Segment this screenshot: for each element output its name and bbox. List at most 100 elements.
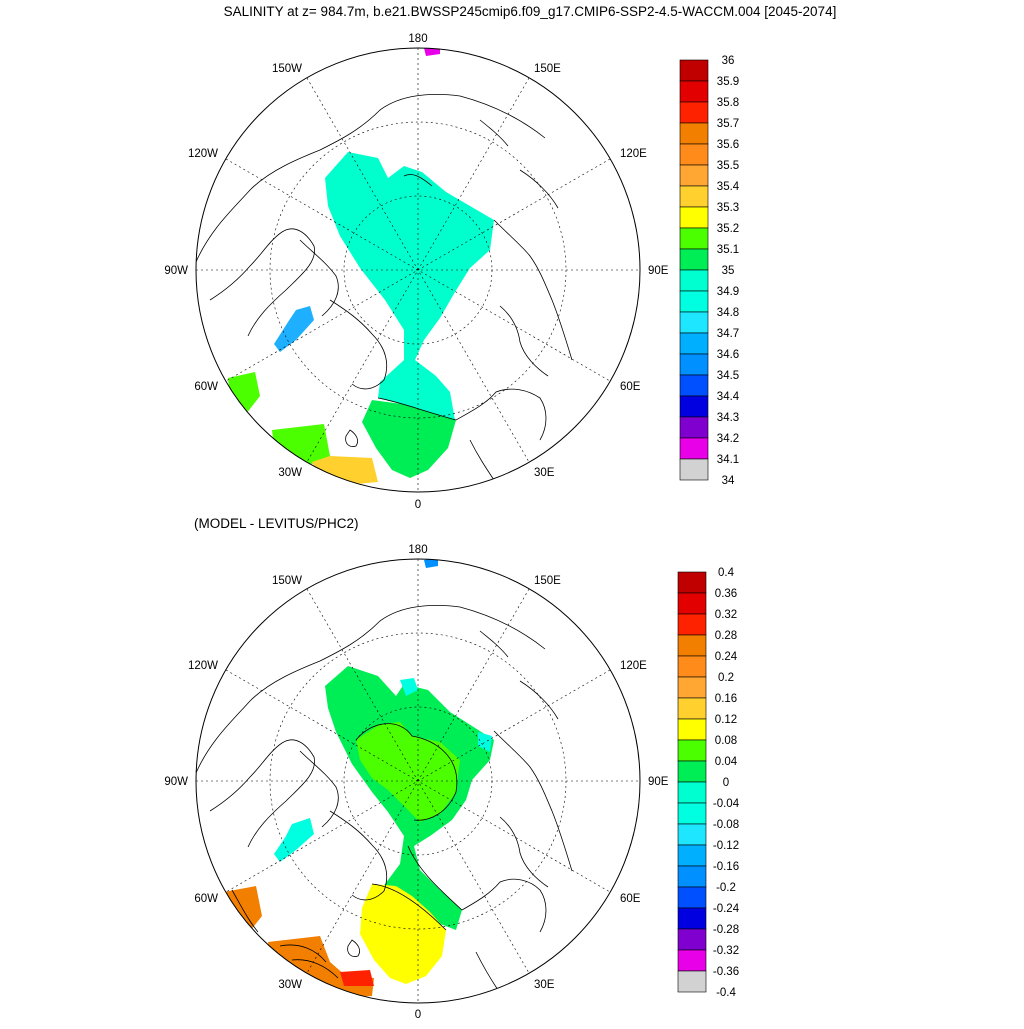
colorbar-difference-tick-label: 0.36	[715, 588, 737, 600]
colorbar-difference-tick-label: 0.32	[715, 609, 737, 621]
lon-label-90e: 90E	[648, 776, 669, 788]
difference-subtitle: (MODEL - LEVITUS/PHC2)	[194, 516, 359, 531]
colorbar-difference-box	[677, 697, 707, 720]
colorbar-difference-box	[677, 844, 707, 867]
colorbar-salinity-tick-label: 36	[722, 55, 735, 67]
colorbar-difference-box	[677, 781, 707, 804]
colorbar-difference-tick-label: -0.04	[713, 798, 740, 810]
contour-34-9	[403, 174, 433, 187]
colorbar-difference-tick-label: 0.28	[715, 630, 737, 642]
lon-label-0: 0	[415, 1009, 421, 1021]
colorbar-salinity-tick-label: 35.8	[717, 97, 739, 109]
colorbar-difference-box	[677, 634, 707, 657]
lon-label-60e: 60E	[620, 381, 641, 393]
bering-blue-field	[424, 559, 438, 568]
colorbar-salinity-box	[679, 122, 709, 145]
colorbar-difference-tick-label: -0.32	[713, 945, 739, 957]
baffin-cyan-field	[274, 818, 314, 862]
colorbar-salinity-tick-label: 35.4	[717, 181, 740, 193]
arctic-lime-field	[356, 722, 460, 822]
colorbar-difference-tick-label: -0.16	[713, 861, 739, 873]
colorbar-salinity-box	[679, 332, 709, 355]
colorbar-salinity-tick-label: 35.3	[717, 202, 739, 214]
lon-label-60w: 60W	[194, 381, 218, 393]
colorbar-salinity-box	[679, 59, 709, 82]
lon-label-120w: 120W	[188, 148, 218, 160]
graticule-map2	[196, 559, 640, 1003]
colorbar-salinity-tick-label: 34.7	[717, 328, 739, 340]
baffin-field	[274, 306, 314, 352]
lon-label-30w: 30W	[278, 467, 302, 479]
colorbar-salinity-box	[679, 185, 709, 208]
lon-label-90w: 90W	[164, 776, 188, 788]
colorbar-difference-box	[677, 613, 707, 636]
colorbar-salinity-box	[679, 269, 709, 292]
colorbar-salinity-box	[679, 437, 709, 460]
contours-map2	[231, 723, 463, 979]
colorbar-salinity-tick-label: 35	[722, 265, 735, 277]
colorbar-salinity-box	[679, 164, 709, 187]
east-cyan-field	[478, 732, 492, 752]
lon-labels-map2: 180 0 90W 90E 150W 150E 120W 120E 60W 60…	[164, 544, 668, 1021]
figure-title: SALINITY at z= 984.7m, b.e21.BWSSP245cmi…	[224, 4, 837, 19]
colorbar-difference-box	[677, 760, 707, 783]
colorbar-salinity-box	[679, 458, 709, 481]
colorbar-difference-tick-label: -0.2	[716, 882, 736, 894]
colorbar-difference-box	[677, 655, 707, 678]
colorbar-salinity-box	[679, 395, 709, 418]
siberian-cyan-field	[400, 678, 418, 696]
colorbar-salinity: 36 35.9 35.8 35.7 35.6 35.5 35.4 35.3 35.2 35.1 35…	[679, 55, 740, 487]
colorbar-difference-box	[677, 970, 707, 993]
colorbar-difference-box	[677, 886, 707, 909]
arctic-basin-field	[325, 152, 494, 420]
colorbar-salinity-box	[679, 311, 709, 334]
colorbar-salinity-tick-label: 34.8	[717, 307, 739, 319]
colorbar-salinity-tick-label: 35.7	[717, 118, 739, 130]
colorbar-difference-box	[677, 823, 707, 846]
lon-label-180: 180	[408, 544, 427, 556]
colorbar-salinity-tick-label: 35.2	[717, 223, 739, 235]
colorbar-difference-box	[677, 739, 707, 762]
map1-border	[195, 47, 641, 493]
lon-labels-map1: 180 0 90W 90E 150W 150E 120W 120E 60W 60…	[164, 33, 668, 511]
nordic-yellow-field	[360, 884, 446, 984]
lon-label-90w: 90W	[164, 265, 188, 277]
labrador-field	[228, 372, 260, 414]
colorbar-salinity-box	[679, 206, 709, 229]
colorbar-salinity-box	[679, 227, 709, 250]
colorbar-difference-box	[677, 949, 707, 972]
colorbar-salinity-box	[679, 101, 709, 124]
lon-label-180: 180	[408, 33, 427, 45]
colorbar-salinity-tick-label: 34.5	[717, 370, 739, 382]
map2-border	[195, 558, 641, 1004]
colorbar-difference-tick-label: -0.08	[713, 819, 739, 831]
lon-label-90e: 90E	[648, 265, 669, 277]
labrador-orange-field	[224, 886, 262, 936]
lon-label-60w: 60W	[194, 893, 218, 905]
colorbar-difference-tick-label: 0	[723, 777, 729, 789]
lon-label-120e: 120E	[620, 660, 647, 672]
lon-label-150e: 150E	[534, 63, 561, 75]
lon-label-30w: 30W	[278, 979, 302, 991]
map-salinity: 180 0 90W 90E 150W 150E 120W 120E 60W 60…	[164, 33, 668, 511]
northeast-atlantic-field	[312, 456, 378, 486]
colorbar-difference-tick-label: -0.12	[713, 840, 739, 852]
colorbar-difference-box	[677, 928, 707, 951]
colorbar-difference-box	[677, 802, 707, 825]
colorbar-difference-tick-label: -0.36	[713, 966, 739, 978]
colorbar-difference-tick-label: 0.08	[715, 735, 737, 747]
map-salinity-field	[196, 48, 573, 491]
colorbar-salinity-box	[679, 143, 709, 166]
atlantic-red-field	[340, 970, 374, 986]
colorbar-difference-tick-label: 0.04	[715, 756, 738, 768]
contour-35	[377, 397, 457, 421]
colorbar-salinity-tick-label: 34.4	[717, 391, 740, 403]
colorbar-difference-tick-label: 0.16	[715, 693, 737, 705]
colorbar-difference-tick-label: 0.12	[715, 714, 737, 726]
lon-label-150e: 150E	[534, 575, 561, 587]
colorbar-difference-tick-label: 0.24	[715, 651, 738, 663]
colorbar-salinity-box	[679, 80, 709, 103]
colorbar-difference-box	[677, 907, 707, 930]
